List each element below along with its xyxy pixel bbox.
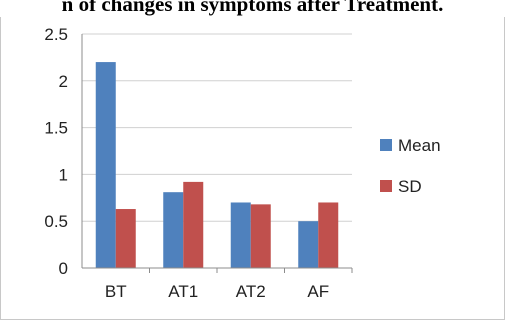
bar-mean-bt xyxy=(95,62,116,268)
bar-sd-at1 xyxy=(183,181,204,268)
bar-mean-af xyxy=(298,221,319,268)
legend-label-sd: SD xyxy=(398,177,422,196)
bars xyxy=(95,62,339,268)
y-tick-label: 2 xyxy=(59,72,68,91)
legend-swatch-sd xyxy=(380,180,392,192)
y-tick-label: 1 xyxy=(59,165,68,184)
y-tick-label: 1.5 xyxy=(44,119,68,138)
x-tick-label: AT1 xyxy=(168,282,198,301)
bar-mean-at1 xyxy=(163,192,184,268)
bar-sd-bt xyxy=(115,209,136,268)
x-axis xyxy=(81,34,353,273)
x-tick-label: AF xyxy=(307,282,329,301)
y-tick-label: 0.5 xyxy=(44,212,68,231)
x-tick-label: BT xyxy=(105,282,127,301)
bar-sd-at2 xyxy=(250,204,271,268)
y-axis-ticks: 0 0.5 1 1.5 2 2.5 xyxy=(44,25,68,278)
page-title: n of changes in symptoms after Treatment… xyxy=(61,0,444,16)
gridlines xyxy=(82,33,352,222)
x-tick-label: AT2 xyxy=(236,282,266,301)
bar-mean-at2 xyxy=(230,202,251,268)
legend: Mean SD xyxy=(380,136,441,196)
bar-sd-af xyxy=(318,202,339,268)
y-tick-label: 2.5 xyxy=(44,25,68,44)
legend-label-mean: Mean xyxy=(398,136,441,155)
legend-swatch-mean xyxy=(380,139,392,151)
y-tick-label: 0 xyxy=(59,259,68,278)
x-axis-ticks: BT AT1 AT2 AF xyxy=(105,282,329,301)
